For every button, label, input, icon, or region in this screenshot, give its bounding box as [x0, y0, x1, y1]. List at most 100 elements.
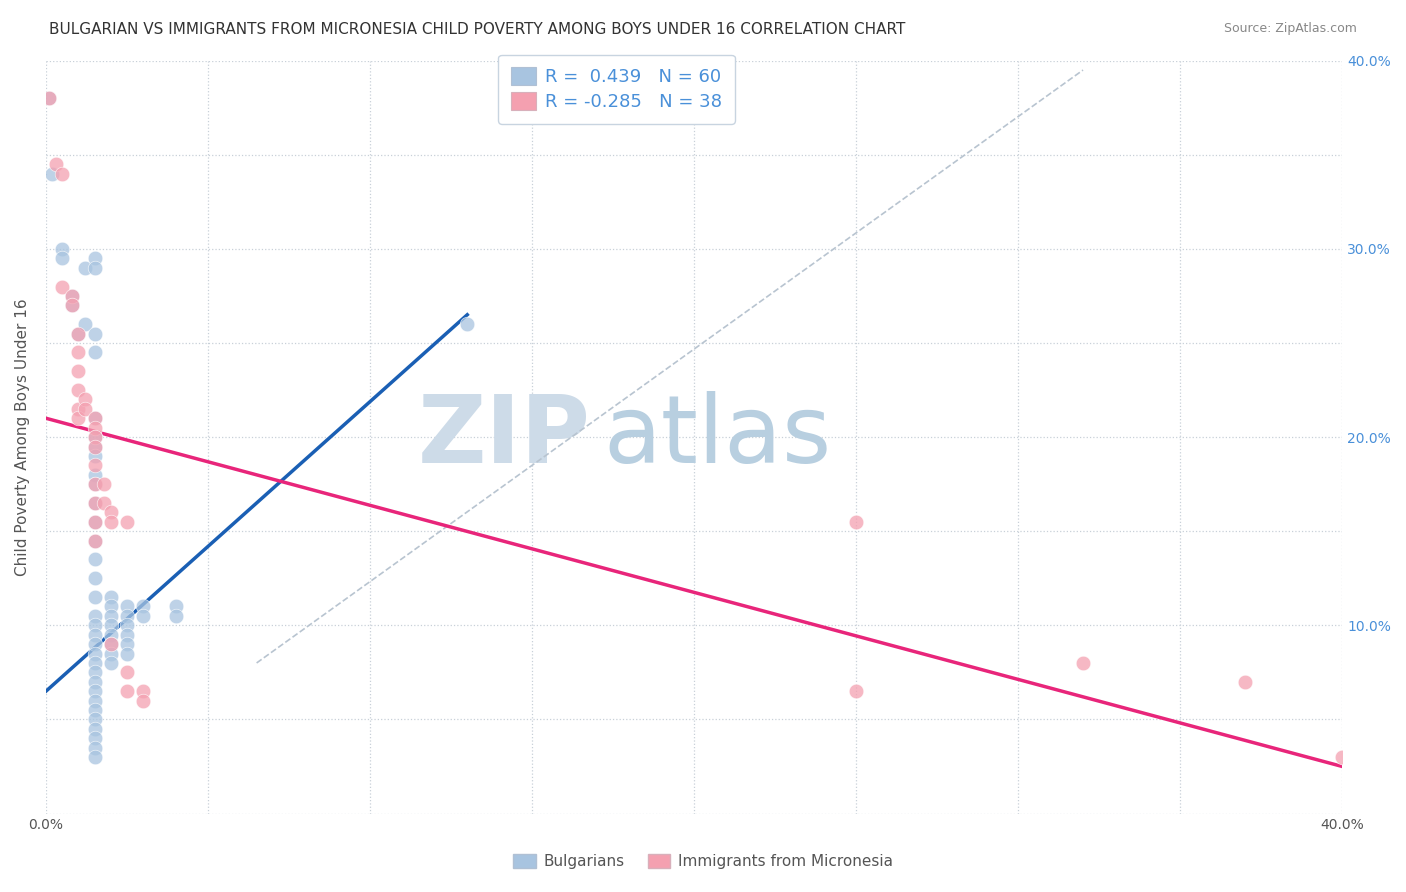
Point: [51, 279, 73, 293]
Point: [1234, 674, 1257, 689]
Point: [51, 242, 73, 256]
Point: [100, 628, 122, 642]
Point: [100, 505, 122, 519]
Point: [100, 637, 122, 651]
Point: [83, 496, 105, 510]
Point: [83, 260, 105, 275]
Point: [83, 618, 105, 632]
Point: [83, 722, 105, 736]
Point: [132, 693, 155, 707]
Point: [83, 608, 105, 623]
Point: [60, 298, 83, 312]
Point: [100, 656, 122, 670]
Point: [83, 684, 105, 698]
Point: [100, 618, 122, 632]
Point: [83, 515, 105, 529]
Point: [60, 289, 83, 303]
Point: [100, 647, 122, 661]
Point: [83, 477, 105, 491]
Point: [51, 167, 73, 181]
Point: [115, 637, 138, 651]
Point: [115, 515, 138, 529]
Point: [83, 713, 105, 727]
Point: [83, 458, 105, 473]
Point: [83, 637, 105, 651]
Point: [83, 750, 105, 764]
Text: BULGARIAN VS IMMIGRANTS FROM MICRONESIA CHILD POVERTY AMONG BOYS UNDER 16 CORREL: BULGARIAN VS IMMIGRANTS FROM MICRONESIA …: [49, 22, 905, 37]
Point: [132, 684, 155, 698]
Point: [83, 552, 105, 566]
Point: [83, 430, 105, 444]
Point: [73, 401, 96, 416]
Point: [83, 477, 105, 491]
Point: [67, 326, 90, 341]
Text: atlas: atlas: [603, 391, 831, 483]
Legend: R =  0.439   N = 60, R = -0.285   N = 38: R = 0.439 N = 60, R = -0.285 N = 38: [498, 54, 734, 124]
Point: [83, 647, 105, 661]
Point: [67, 364, 90, 378]
Legend: Bulgarians, Immigrants from Micronesia: Bulgarians, Immigrants from Micronesia: [506, 848, 900, 875]
Point: [115, 647, 138, 661]
Point: [83, 590, 105, 604]
Point: [115, 665, 138, 680]
Point: [67, 326, 90, 341]
Point: [83, 449, 105, 463]
Point: [83, 345, 105, 359]
Point: [38, 91, 60, 105]
Point: [83, 656, 105, 670]
Point: [38, 91, 60, 105]
Point: [115, 628, 138, 642]
Point: [73, 317, 96, 331]
Point: [83, 533, 105, 548]
Point: [83, 740, 105, 755]
Point: [83, 533, 105, 548]
Point: [100, 515, 122, 529]
Point: [115, 608, 138, 623]
Point: [456, 317, 478, 331]
Point: [1071, 656, 1094, 670]
Point: [132, 599, 155, 614]
Point: [83, 674, 105, 689]
Point: [165, 599, 187, 614]
Point: [165, 608, 187, 623]
Point: [83, 411, 105, 425]
Point: [67, 345, 90, 359]
Point: [83, 496, 105, 510]
Point: [93, 477, 115, 491]
Point: [67, 401, 90, 416]
Text: Source: ZipAtlas.com: Source: ZipAtlas.com: [1223, 22, 1357, 36]
Point: [51, 252, 73, 266]
Point: [73, 260, 96, 275]
Point: [100, 590, 122, 604]
Point: [83, 731, 105, 746]
Point: [83, 440, 105, 454]
Point: [100, 637, 122, 651]
Point: [83, 571, 105, 585]
Point: [83, 693, 105, 707]
Point: [83, 252, 105, 266]
Point: [115, 684, 138, 698]
Point: [67, 383, 90, 397]
Point: [115, 618, 138, 632]
Point: [83, 628, 105, 642]
Point: [83, 703, 105, 717]
Point: [60, 298, 83, 312]
Point: [41, 167, 63, 181]
Text: ZIP: ZIP: [418, 391, 591, 483]
Point: [83, 665, 105, 680]
Point: [100, 608, 122, 623]
Point: [115, 599, 138, 614]
Point: [60, 289, 83, 303]
Point: [93, 496, 115, 510]
Point: [132, 608, 155, 623]
Point: [83, 411, 105, 425]
Point: [83, 467, 105, 482]
Point: [83, 515, 105, 529]
Point: [100, 599, 122, 614]
Point: [83, 420, 105, 434]
Point: [67, 411, 90, 425]
Y-axis label: Child Poverty Among Boys Under 16: Child Poverty Among Boys Under 16: [15, 298, 30, 576]
Point: [45, 157, 67, 171]
Point: [73, 392, 96, 407]
Point: [83, 430, 105, 444]
